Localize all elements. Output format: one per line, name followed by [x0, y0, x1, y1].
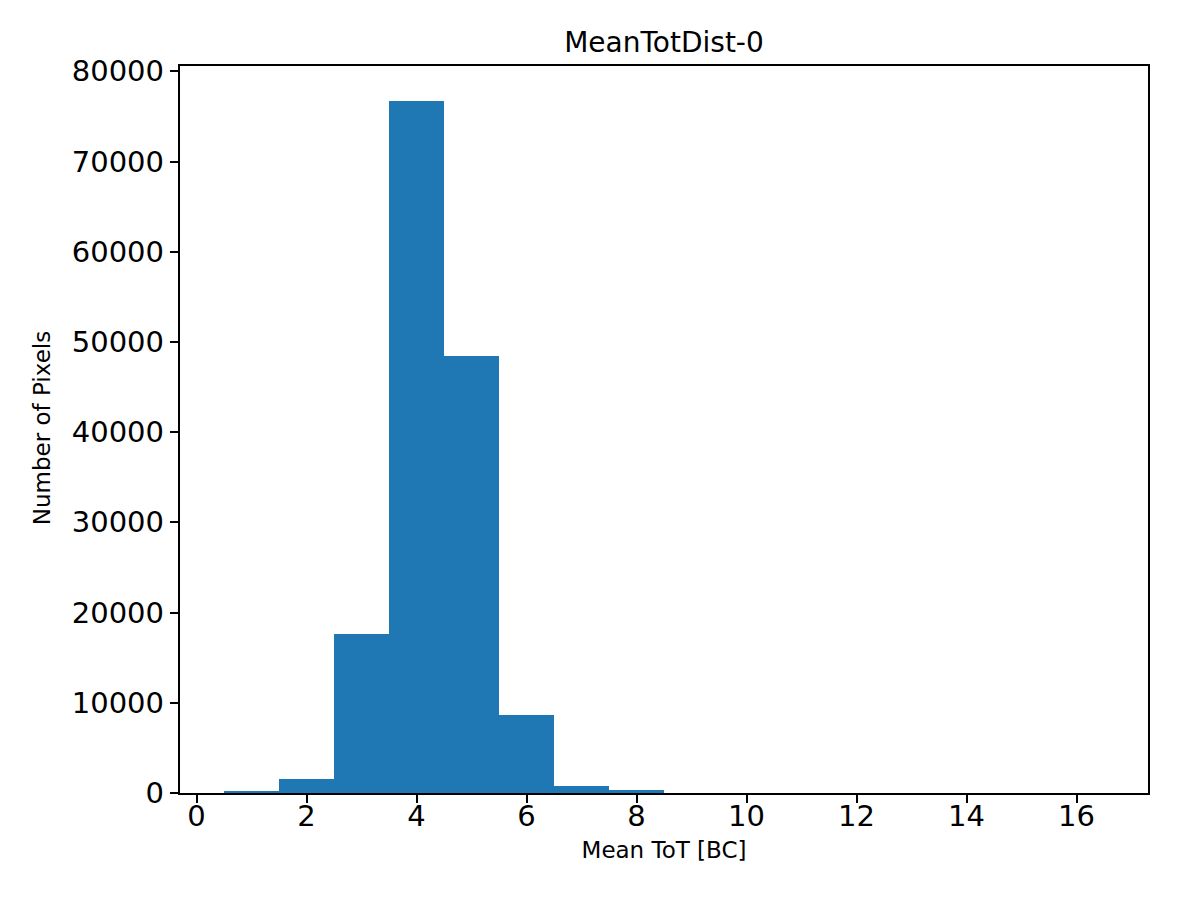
x-tick-label-12: 12 [797, 798, 917, 834]
y-tick-50000 [170, 341, 178, 343]
y-tick-label-50000: 50000 [0, 325, 164, 359]
y-tick-60000 [170, 251, 178, 253]
x-tick-label-14: 14 [907, 798, 1027, 834]
y-tick-label-0: 0 [0, 776, 164, 810]
histogram-bar-bin-4.5-5.5 [444, 356, 499, 793]
x-axis-label: Mean ToT [BC] [180, 836, 1148, 864]
y-tick-label-20000: 20000 [0, 596, 164, 630]
figure: MeanTotDist-0 Mean ToT [BC] Number of Pi… [0, 0, 1200, 900]
plot-area [178, 64, 1150, 795]
histogram-bar-bin-7.5-8.5 [609, 790, 664, 793]
y-tick-label-10000: 10000 [0, 686, 164, 720]
y-tick-40000 [170, 431, 178, 433]
y-tick-label-80000: 80000 [0, 54, 164, 88]
histogram-bar-bin-1.5-2.5 [279, 779, 334, 793]
y-tick-label-70000: 70000 [0, 145, 164, 179]
x-tick-label-10: 10 [687, 798, 807, 834]
y-tick-label-30000: 30000 [0, 505, 164, 539]
x-tick-label-6: 6 [467, 798, 587, 834]
y-tick-20000 [170, 612, 178, 614]
y-tick-80000 [170, 70, 178, 72]
x-tick-label-4: 4 [357, 798, 477, 834]
x-tick-label-8: 8 [577, 798, 697, 834]
y-tick-label-40000: 40000 [0, 415, 164, 449]
y-tick-10000 [170, 702, 178, 704]
x-tick-label-2: 2 [247, 798, 367, 834]
y-tick-label-60000: 60000 [0, 235, 164, 269]
histogram-bar-bin-3.5-4.5 [389, 101, 444, 793]
x-tick-label-16: 16 [1017, 798, 1137, 834]
histogram-bar-bin-6.5-7.5 [554, 786, 609, 793]
chart-title: MeanTotDist-0 [180, 26, 1148, 60]
y-tick-70000 [170, 161, 178, 163]
y-tick-30000 [170, 521, 178, 523]
histogram-bar-bin-2.5-3.5 [334, 634, 389, 793]
y-tick-0 [170, 792, 178, 794]
histogram-bar-bin-0.5-1.5 [224, 791, 279, 793]
histogram-bar-bin-5.5-6.5 [499, 715, 554, 794]
